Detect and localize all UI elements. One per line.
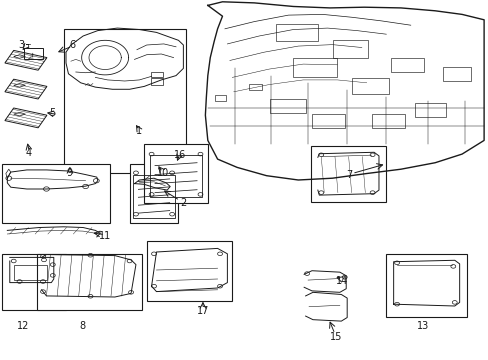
Bar <box>146 241 232 301</box>
Text: 4: 4 <box>25 148 31 158</box>
Text: 10: 10 <box>156 168 169 178</box>
Bar <box>293 58 337 77</box>
Bar <box>63 29 185 173</box>
Text: 16: 16 <box>173 150 186 160</box>
Bar <box>2 164 110 223</box>
Bar <box>37 254 142 310</box>
Bar <box>144 144 207 203</box>
Text: 13: 13 <box>416 321 428 331</box>
Text: 8: 8 <box>79 321 85 331</box>
Text: 6: 6 <box>69 40 75 50</box>
Bar <box>24 48 43 59</box>
Text: 11: 11 <box>99 231 111 241</box>
Bar <box>14 265 47 280</box>
Text: 2: 2 <box>180 198 186 208</box>
Bar <box>150 72 163 77</box>
Bar <box>133 175 174 218</box>
Text: 12: 12 <box>17 321 30 331</box>
Text: 15: 15 <box>329 332 342 342</box>
Bar <box>276 24 317 41</box>
Text: 17: 17 <box>196 306 209 316</box>
Bar <box>332 40 367 58</box>
Bar <box>390 58 424 72</box>
Text: 9: 9 <box>67 168 73 178</box>
Bar <box>2 254 66 310</box>
Bar <box>249 84 261 90</box>
Bar <box>414 103 446 117</box>
Bar <box>310 146 386 202</box>
Text: 5: 5 <box>50 108 56 118</box>
Bar <box>150 78 163 85</box>
Bar <box>386 254 466 317</box>
Text: 1: 1 <box>136 126 142 136</box>
Bar <box>442 67 470 81</box>
Bar <box>270 99 305 113</box>
Text: 3: 3 <box>18 40 24 50</box>
Text: 14: 14 <box>335 276 348 286</box>
Bar <box>311 114 345 128</box>
Bar <box>150 155 202 197</box>
Bar <box>215 95 225 101</box>
Bar <box>351 78 388 94</box>
Bar <box>129 164 178 223</box>
Text: 7: 7 <box>346 170 352 180</box>
Bar <box>371 114 404 128</box>
